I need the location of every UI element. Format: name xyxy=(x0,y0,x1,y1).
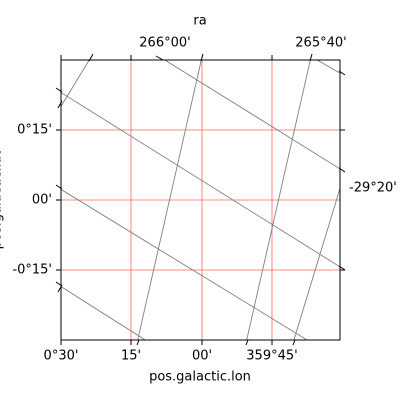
dec-line xyxy=(61,91,340,268)
ra-line xyxy=(61,60,90,108)
bottom-tick-label: 15' xyxy=(121,349,141,364)
tick xyxy=(57,284,63,293)
equatorial-grid xyxy=(61,60,340,340)
dec-line xyxy=(61,188,308,340)
tick xyxy=(338,70,346,76)
plot-area xyxy=(61,60,340,340)
left-axis-label: pos.galactic.lat xyxy=(0,151,5,250)
tick xyxy=(55,87,63,93)
bottom-tick-label: 00' xyxy=(192,349,212,364)
top-tick-label: 265°40' xyxy=(295,36,346,51)
tick-marks xyxy=(55,53,346,346)
top-tick-label: 266°00' xyxy=(139,36,190,51)
tick xyxy=(136,339,140,346)
tick xyxy=(57,100,63,109)
left-tick-label: 0°15' xyxy=(17,123,52,138)
left-tick-label: 00' xyxy=(32,193,52,208)
tick xyxy=(245,339,249,346)
tick xyxy=(309,53,313,62)
tick xyxy=(292,339,296,346)
dec-line xyxy=(163,60,340,170)
tick xyxy=(88,53,94,62)
tick xyxy=(55,184,63,190)
tick xyxy=(338,265,346,271)
galactic-grid xyxy=(61,60,340,340)
ra-line xyxy=(246,60,311,340)
tick xyxy=(338,167,346,173)
dec-line xyxy=(61,286,147,340)
ra-line xyxy=(137,60,202,340)
right-tick-label: -29°20' xyxy=(349,181,397,196)
tick xyxy=(55,281,63,287)
bottom-axis-label: pos.galactic.lon xyxy=(149,370,251,385)
tick xyxy=(155,55,164,61)
bottom-tick-label: 0°30' xyxy=(44,349,79,364)
ra-line xyxy=(293,186,340,340)
bottom-tick-label: 359°45' xyxy=(246,349,297,364)
left-tick-label: -0°15' xyxy=(12,263,52,278)
top-axis-label: ra xyxy=(193,14,206,29)
tick xyxy=(200,53,204,62)
